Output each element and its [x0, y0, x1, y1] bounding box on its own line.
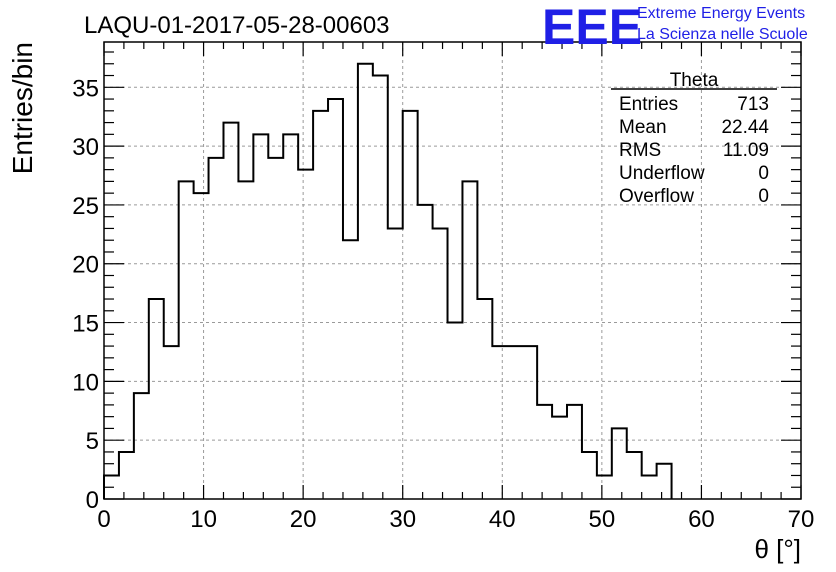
stats-label: Entries: [619, 94, 678, 115]
histogram-outline: [103, 62, 673, 499]
x-axis-label: θ [°]: [754, 534, 801, 564]
y-tick-label: 5: [86, 428, 99, 455]
stats-value: 713: [737, 94, 769, 115]
x-tick-label: 30: [389, 506, 416, 533]
stats-label: Overflow: [619, 186, 694, 207]
eee-logo: EEE Extreme Energy Events La Scienza nel…: [542, 0, 808, 55]
stats-value: 11.09: [723, 140, 769, 161]
y-axis-label: Entries/bin: [7, 42, 38, 174]
stats-label: RMS: [619, 140, 661, 161]
logo-line-1: Extreme Energy Events: [637, 5, 805, 22]
y-tick-label: 20: [72, 252, 99, 279]
x-tick-label: 70: [788, 506, 815, 533]
axis-ticks: [103, 42, 802, 500]
grid-lines: [104, 42, 801, 499]
stats-label: Underflow: [619, 163, 705, 184]
y-tick-label: 25: [72, 193, 99, 220]
y-tick-label: 10: [72, 369, 99, 396]
tick-labels: 0 10 20 30 40 50 60 70 0 5 10 15 20 25 30 35: [72, 75, 814, 533]
y-tick-label: 30: [72, 134, 99, 161]
x-tick-label: 50: [589, 506, 616, 533]
y-tick-label: 15: [72, 311, 99, 338]
stats-title: Theta: [670, 70, 719, 91]
plot-frame: [103, 41, 802, 500]
x-tick-label: 20: [290, 506, 317, 533]
logo-line-2: La Scienza nelle Scuole: [637, 26, 808, 43]
stats-value: 0: [758, 186, 769, 207]
x-tick-label: 60: [688, 506, 715, 533]
x-tick-label: 10: [190, 506, 217, 533]
x-tick-label: 40: [489, 506, 516, 533]
stats-box: Theta Entries 713 Mean 22.44 RMS 11.09 Underfl…: [611, 70, 777, 207]
stats-label: Mean: [619, 117, 667, 138]
logo-mark: EEE: [542, 0, 642, 55]
stats-value: 0: [758, 163, 769, 184]
y-tick-label: 0: [86, 487, 99, 514]
chart-title: LAQU-01-2017-05-28-00603: [84, 12, 390, 39]
x-tick-label: 0: [97, 506, 110, 533]
stats-value: 22.44: [721, 117, 769, 138]
y-tick-label: 35: [72, 75, 99, 102]
